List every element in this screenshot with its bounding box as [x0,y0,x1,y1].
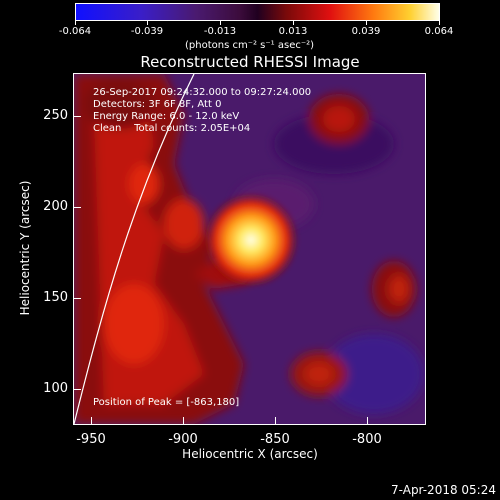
info-energy-range: Energy Range: 6.0 - 12.0 keV [93,111,240,122]
y-tick-label: 150 [43,290,68,305]
colorbar [75,3,440,21]
y-tick-mark [73,116,81,117]
colorbar-tick [220,21,221,25]
x-tick-label: -950 [76,432,106,447]
colorbar-tick [366,21,367,25]
x-tick-label: -850 [260,432,290,447]
info-detectors: Detectors: 3F 6F 8F, Att 0 [93,99,222,110]
info-clean-counts: Clean Total counts: 2.05E+04 [93,123,251,134]
x-tick-mark [367,417,368,425]
colorbar-tick-label: -0.013 [203,26,237,37]
rhessi-image-canvas [74,74,425,424]
y-tick-mark [73,207,81,208]
colorbar-tick [293,21,294,25]
y-tick-mark [73,389,81,390]
colorbar-tick [147,21,148,25]
x-tick-mark [275,417,276,425]
info-time-range: 26-Sep-2017 09:24:32.000 to 09:27:24.000 [93,87,312,98]
colorbar-tick-label: -0.064 [58,26,92,37]
colorbar-tick [75,21,76,25]
rhessi-image [73,73,426,425]
colorbar-tick-label: -0.039 [130,26,164,37]
y-tick-label: 100 [43,381,68,396]
x-tick-label: -900 [168,432,198,447]
colorbar-tick-label: 0.039 [351,26,381,37]
emission-regions [74,74,424,424]
x-tick-mark [183,417,184,425]
solar-limb-line [74,74,195,424]
x-tick-mark [91,417,92,425]
colorbar-tick-label: 0.064 [424,26,454,37]
y-tick-mark [73,298,81,299]
plot-title: Reconstructed RHESSI Image [140,53,360,71]
y-axis-label: Heliocentric Y (arcsec) [18,180,32,316]
colorbar-tick [439,21,440,25]
peak-source [203,192,299,288]
colorbar-tick-label: 0.013 [278,26,308,37]
y-tick-label: 250 [43,108,68,123]
x-axis-label: Heliocentric X (arcsec) [182,447,318,461]
colorbar-gradient [76,4,439,20]
colorbar-units: (photons cm⁻² s⁻¹ asec⁻²) [185,40,315,51]
x-tick-label: -800 [352,432,382,447]
info-peak-position: Position of Peak = [-863,180] [93,397,240,408]
plot-timestamp: 7-Apr-2018 05:24 [391,483,496,497]
y-tick-label: 200 [43,199,68,214]
